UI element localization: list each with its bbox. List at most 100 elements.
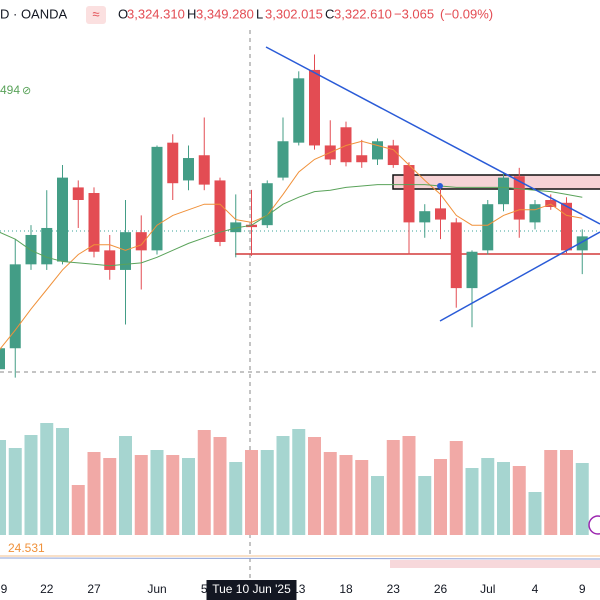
volume-bar [0,440,6,535]
x-tick-label: 13 [292,582,306,596]
candle-body [293,78,305,143]
candle-body [183,158,194,181]
candle-body [435,208,446,220]
candle-body [167,142,179,184]
candle-body [498,177,509,205]
ohlc-key: H [187,6,196,21]
candle-body [561,202,572,251]
volume-bar [229,462,243,535]
candle-body [151,146,163,251]
candle-body [120,232,131,270]
crosshair-date-box [206,580,297,600]
change: −3.065 [394,6,434,21]
candle-body [450,222,462,289]
trend-line-lower [439,231,600,322]
candle-body [25,234,37,265]
candle-body [576,236,588,251]
volume-bar [339,455,353,535]
volume-bar [449,441,463,535]
candle-body [513,176,525,220]
crosshair-date: Tue 10 Jun '25 [212,582,291,596]
ohlc-value: 3,322.610 [334,6,392,21]
volume-bar [323,452,337,535]
candle-body [466,251,478,289]
candle-body [198,155,210,185]
ohlc-value: 3,324.310 [127,6,185,21]
x-tick-label: 9 [579,582,586,596]
status-badge[interactable] [86,6,106,24]
volume-bar [528,492,542,535]
volume-bar [512,466,526,535]
trend-line-upper [265,46,600,225]
moving-average [0,184,583,267]
x-tick-label: 9 [1,582,8,596]
volume-bar [119,436,132,535]
volume-bar [481,458,495,535]
volume-bar [276,436,290,535]
ohlc-key: C [325,6,334,21]
alert-icon[interactable] [588,515,600,535]
ohlc-key: O [118,6,128,21]
volume-bar [497,462,510,535]
ohlc-value: 3,349.280 [196,6,254,21]
volume-bar [292,429,306,535]
volume-bar [465,468,479,535]
candle-body [9,264,21,349]
x-tick-label: 5 [201,582,208,596]
candle-body [88,193,100,252]
volume-bar [355,460,369,535]
candle-body [529,204,541,223]
candle-body [135,232,147,251]
candle-body [230,222,242,233]
volume-bar [260,450,274,535]
candle-body [57,177,68,262]
x-tick-label: 26 [434,582,448,596]
candle-body [72,187,84,200]
volume-bar [434,459,447,535]
ohlc-key: L [256,6,263,21]
ma-icon: ⊘ [22,85,31,97]
candle-body [372,141,383,160]
volume-bar [575,463,589,535]
volume-bar [386,440,400,535]
candle-body [545,200,557,207]
volume-bar [213,437,227,535]
candle-body [277,141,289,178]
candle-body [214,180,226,242]
candle-body [387,145,399,166]
ma-label: 494 [0,83,20,97]
moving-average [0,140,583,350]
candle-body [104,250,116,270]
volume-bar [308,437,321,535]
x-tick-label: 4 [532,582,539,596]
anchor-point [437,183,443,189]
volume-bar [245,450,258,535]
change-pct: (−0.09%) [440,6,493,21]
volume-bar [197,430,211,535]
oscillator-signal [0,557,600,560]
volume-bar [103,458,117,535]
volume-bar [134,455,148,535]
candles [0,54,588,378]
x-tick-label: 23 [387,582,401,596]
volume-bar [8,448,22,535]
candle-body [0,348,5,370]
candle-body [419,211,431,223]
candle-body [340,127,352,163]
candle-body [309,69,320,146]
volume-bar [560,450,573,535]
volume-bar [402,436,416,535]
volume-bar [182,458,195,535]
volume-bar [166,455,180,535]
symbol: D · OANDA [0,6,68,21]
candle-body [246,224,257,228]
candle-body [41,227,53,265]
x-tick-label: 22 [40,582,54,596]
x-tick-label: 27 [87,582,101,596]
volume-bar [24,435,38,535]
x-tick-label: 18 [339,582,353,596]
candle-body [356,155,368,163]
ohlc-value: 3,302.015 [265,6,323,21]
